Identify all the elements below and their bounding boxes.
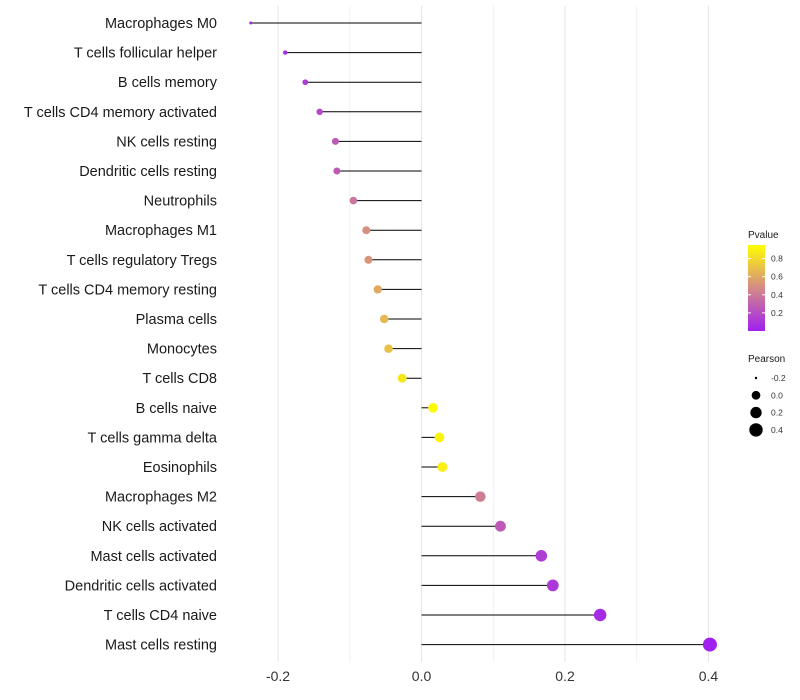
category-label: Neutrophils <box>144 194 217 210</box>
lollipop-point <box>331 137 339 145</box>
size-legend-label: 0.2 <box>771 408 783 418</box>
category-label: Dendritic cells activated <box>65 578 217 594</box>
lollipop-point <box>702 637 717 652</box>
lollipop-point <box>397 373 407 383</box>
category-label: T cells CD4 naive <box>104 608 217 624</box>
colorbar-tick-label: 0.4 <box>771 290 783 300</box>
category-label: Mast cells resting <box>105 638 217 654</box>
size-legend-key <box>754 376 758 380</box>
lollipop-point <box>373 285 382 294</box>
lollipop-point <box>302 79 309 86</box>
lollipop-point <box>593 608 607 622</box>
grid-lines <box>277 6 709 662</box>
lollipop-point <box>546 579 559 592</box>
category-label: Mast cells activated <box>90 549 217 565</box>
size-legend-key <box>751 390 761 400</box>
pvalue-legend-title: Pvalue <box>748 230 779 241</box>
category-labels: Macrophages M0 T cells follicular helper B… <box>24 16 218 654</box>
category-label: Macrophages M2 <box>105 490 217 506</box>
size-legend-key <box>750 406 762 419</box>
size-legend-label: -0.2 <box>771 373 786 383</box>
category-label: T cells CD4 memory resting <box>38 282 217 298</box>
category-label: NK cells activated <box>102 519 217 535</box>
lollipop-point <box>434 432 445 443</box>
x-tick-label: 0.0 <box>412 668 432 684</box>
lollipop-point <box>428 403 438 413</box>
lollipop-point <box>535 549 548 562</box>
category-label: Macrophages M0 <box>105 16 217 32</box>
size-legend-label: 0.0 <box>771 390 783 400</box>
lollipop-point <box>333 167 341 175</box>
colorbar-tick-label: 0.2 <box>771 308 783 318</box>
lollipop-point <box>437 462 448 472</box>
category-label: Macrophages M1 <box>105 223 217 239</box>
category-label: NK cells resting <box>116 134 217 150</box>
x-axis-ticks: -0.2 0.0 0.2 0.4 <box>266 668 718 684</box>
x-tick-label: 0.4 <box>699 668 719 684</box>
x-tick-label: 0.2 <box>555 668 575 684</box>
lollipop-point <box>283 50 288 55</box>
category-label: T cells CD8 <box>142 371 217 387</box>
category-label: B cells memory <box>118 75 218 91</box>
lollipop-point <box>475 491 486 502</box>
lollipop-point <box>349 196 358 205</box>
size-legend-label: 0.4 <box>771 425 783 435</box>
category-label: Eosinophils <box>143 460 217 476</box>
pvalue-legend: Pvalue 0.2 0.4 0.6 0.8 <box>748 230 783 331</box>
lollipop-point <box>384 344 393 353</box>
lollipop-point <box>494 520 506 532</box>
colorbar-tick-label: 0.8 <box>771 254 783 264</box>
pearson-legend: Pearson -0.2 0.0 0.2 0.4 <box>748 354 786 437</box>
category-label: Plasma cells <box>136 312 217 328</box>
lollipop-point <box>379 314 389 324</box>
category-label: B cells naive <box>136 401 217 417</box>
category-label: Dendritic cells resting <box>79 164 217 180</box>
lollipop-point <box>362 226 371 235</box>
category-label: T cells follicular helper <box>74 46 217 62</box>
colorbar-tick-label: 0.6 <box>771 272 783 282</box>
size-legend-key <box>749 423 763 437</box>
lollipop-point <box>316 108 323 116</box>
pvalue-colorbar <box>748 245 765 331</box>
category-label: T cells regulatory Tregs <box>67 253 217 269</box>
lollipop-points <box>249 21 717 652</box>
category-label: T cells CD4 memory activated <box>24 105 217 121</box>
category-label: Monocytes <box>147 342 217 358</box>
lollipop-point <box>364 255 373 264</box>
pearson-legend-title: Pearson <box>748 354 785 365</box>
lollipop-point <box>249 21 253 25</box>
x-tick-label: -0.2 <box>266 668 290 684</box>
category-label: T cells gamma delta <box>88 430 218 446</box>
lollipop-stems <box>250 22 710 646</box>
